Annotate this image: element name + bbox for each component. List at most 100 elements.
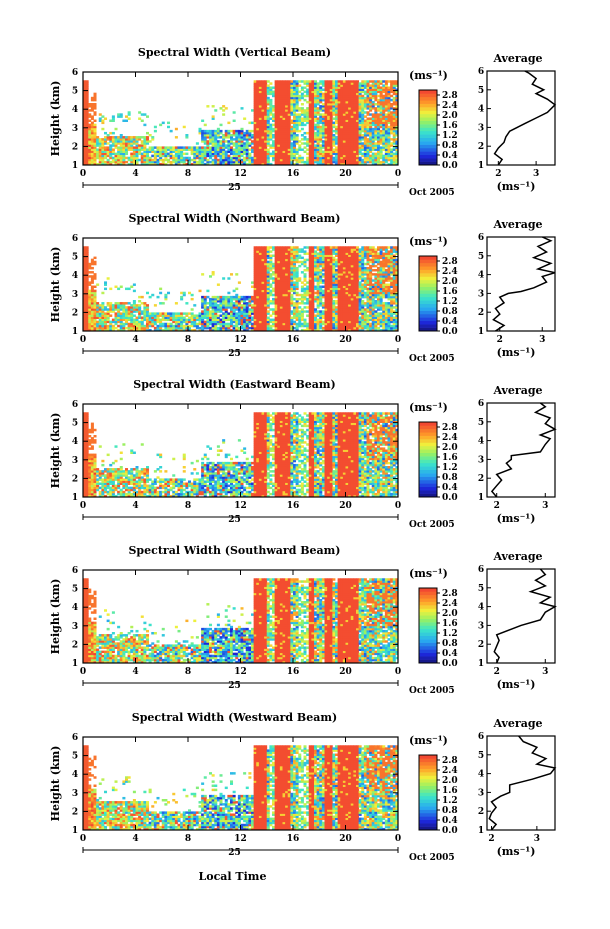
heatmap-cell <box>293 105 297 108</box>
colorbar-tick-label: 0.8 <box>442 141 458 151</box>
heatmap-cell <box>345 111 349 114</box>
heatmap-cell <box>266 84 270 87</box>
heatmap-cell <box>258 107 262 110</box>
heatmap-cell <box>327 154 331 158</box>
heatmap-cell <box>119 138 123 141</box>
heatmap-cell <box>335 90 339 94</box>
heatmap-cell <box>319 115 323 118</box>
heatmap-cell <box>303 150 307 153</box>
heatmap-cell <box>109 287 113 291</box>
heatmap-cell <box>306 111 310 114</box>
heatmap-cell <box>132 162 136 166</box>
heatmap-cell <box>290 129 294 133</box>
heatmap-cell <box>264 121 268 125</box>
heatmap-cell <box>169 129 173 133</box>
heatmap-cell <box>256 123 260 127</box>
heatmap-cell <box>264 92 268 96</box>
heatmap-cell <box>101 115 105 118</box>
heatmap-cell <box>240 142 244 145</box>
heatmap-cell <box>282 150 286 153</box>
heatmap-cell <box>83 80 87 83</box>
heatmap-cell <box>140 156 144 160</box>
heatmap-cell <box>332 92 336 96</box>
heatmap-cell <box>172 312 176 315</box>
heatmap-cell <box>361 80 365 83</box>
heatmap-cell <box>295 150 299 153</box>
heatmap-cell <box>201 158 205 162</box>
heatmap-cell <box>253 154 257 158</box>
heatmap-cell <box>251 304 255 307</box>
heatmap-cell <box>146 142 150 145</box>
heatmap-cell <box>311 111 315 114</box>
heatmap-cell <box>295 123 299 127</box>
heatmap-cell <box>316 113 320 116</box>
heatmap-cell <box>274 154 278 158</box>
heatmap-cell <box>342 82 346 85</box>
heatmap-cell <box>345 146 349 149</box>
heatmap-cell <box>101 150 105 153</box>
heatmap-cell <box>203 136 207 139</box>
heatmap-cell <box>361 134 365 137</box>
heatmap-cell <box>345 160 349 164</box>
heatmap-cell <box>224 295 228 299</box>
heatmap-cell <box>374 142 378 145</box>
heatmap-cell <box>363 111 367 114</box>
heatmap-cell <box>190 162 194 166</box>
heatmap-cell <box>279 96 283 100</box>
heatmap-cell <box>293 92 297 96</box>
heatmap-cell <box>321 129 325 133</box>
heatmap-cell <box>311 113 315 116</box>
heatmap-cell <box>335 98 339 102</box>
heatmap-cell <box>274 140 278 143</box>
heatmap-cell <box>201 156 205 160</box>
heatmap-cell <box>329 156 333 160</box>
heatmap-cell <box>190 158 194 162</box>
heatmap-cell <box>293 246 297 249</box>
heatmap-cells <box>83 246 399 332</box>
heatmap-cell <box>337 138 341 141</box>
heatmap-cell <box>222 136 226 139</box>
heatmap-cell <box>232 144 236 147</box>
heatmap-cell <box>287 123 291 127</box>
heatmap-cell <box>109 320 113 324</box>
heatmap-cell <box>106 277 110 280</box>
heatmap-cell <box>253 123 257 127</box>
heatmap-cell <box>235 131 239 135</box>
heatmap-cell <box>319 80 323 83</box>
heatmap-cell <box>245 295 249 299</box>
heatmap-cell <box>143 136 147 139</box>
panel-title: Spectral Width (Northward Beam) <box>129 212 341 225</box>
heatmap-cell <box>96 152 100 156</box>
heatmap-cell <box>285 246 289 249</box>
heatmap-cell <box>298 160 302 164</box>
heatmap-cell <box>308 82 312 85</box>
heatmap-cell <box>243 142 247 145</box>
heatmap-cell <box>266 162 270 166</box>
heatmap-cell <box>101 127 105 131</box>
heatmap-cell <box>287 146 291 149</box>
heatmap-cell <box>277 246 281 249</box>
heatmap-cell <box>153 150 157 153</box>
heatmap-cell <box>156 295 160 299</box>
heatmap-cell <box>261 103 265 106</box>
heatmap-cell <box>300 281 304 284</box>
heatmap-cell <box>335 136 339 139</box>
heatmap-cell <box>337 107 341 110</box>
average-profile-line <box>493 70 557 166</box>
heatmap-cell <box>345 150 349 153</box>
heatmap-cell <box>224 322 228 326</box>
heatmap-cell <box>285 94 289 98</box>
heatmap-cell <box>285 107 289 110</box>
heatmap-cell <box>274 80 278 83</box>
heatmap-cell <box>132 314 136 317</box>
heatmap-cell <box>382 80 386 83</box>
heatmap-cell <box>188 148 192 151</box>
heatmap-cell <box>335 109 339 112</box>
heatmap-cell <box>342 158 346 162</box>
heatmap-cell <box>363 80 367 83</box>
heatmap-cell <box>111 115 115 118</box>
heatmap-cell <box>261 140 265 143</box>
heatmap-cell <box>230 142 234 145</box>
heatmap-cell <box>258 127 262 131</box>
heatmap-cell <box>279 109 283 112</box>
